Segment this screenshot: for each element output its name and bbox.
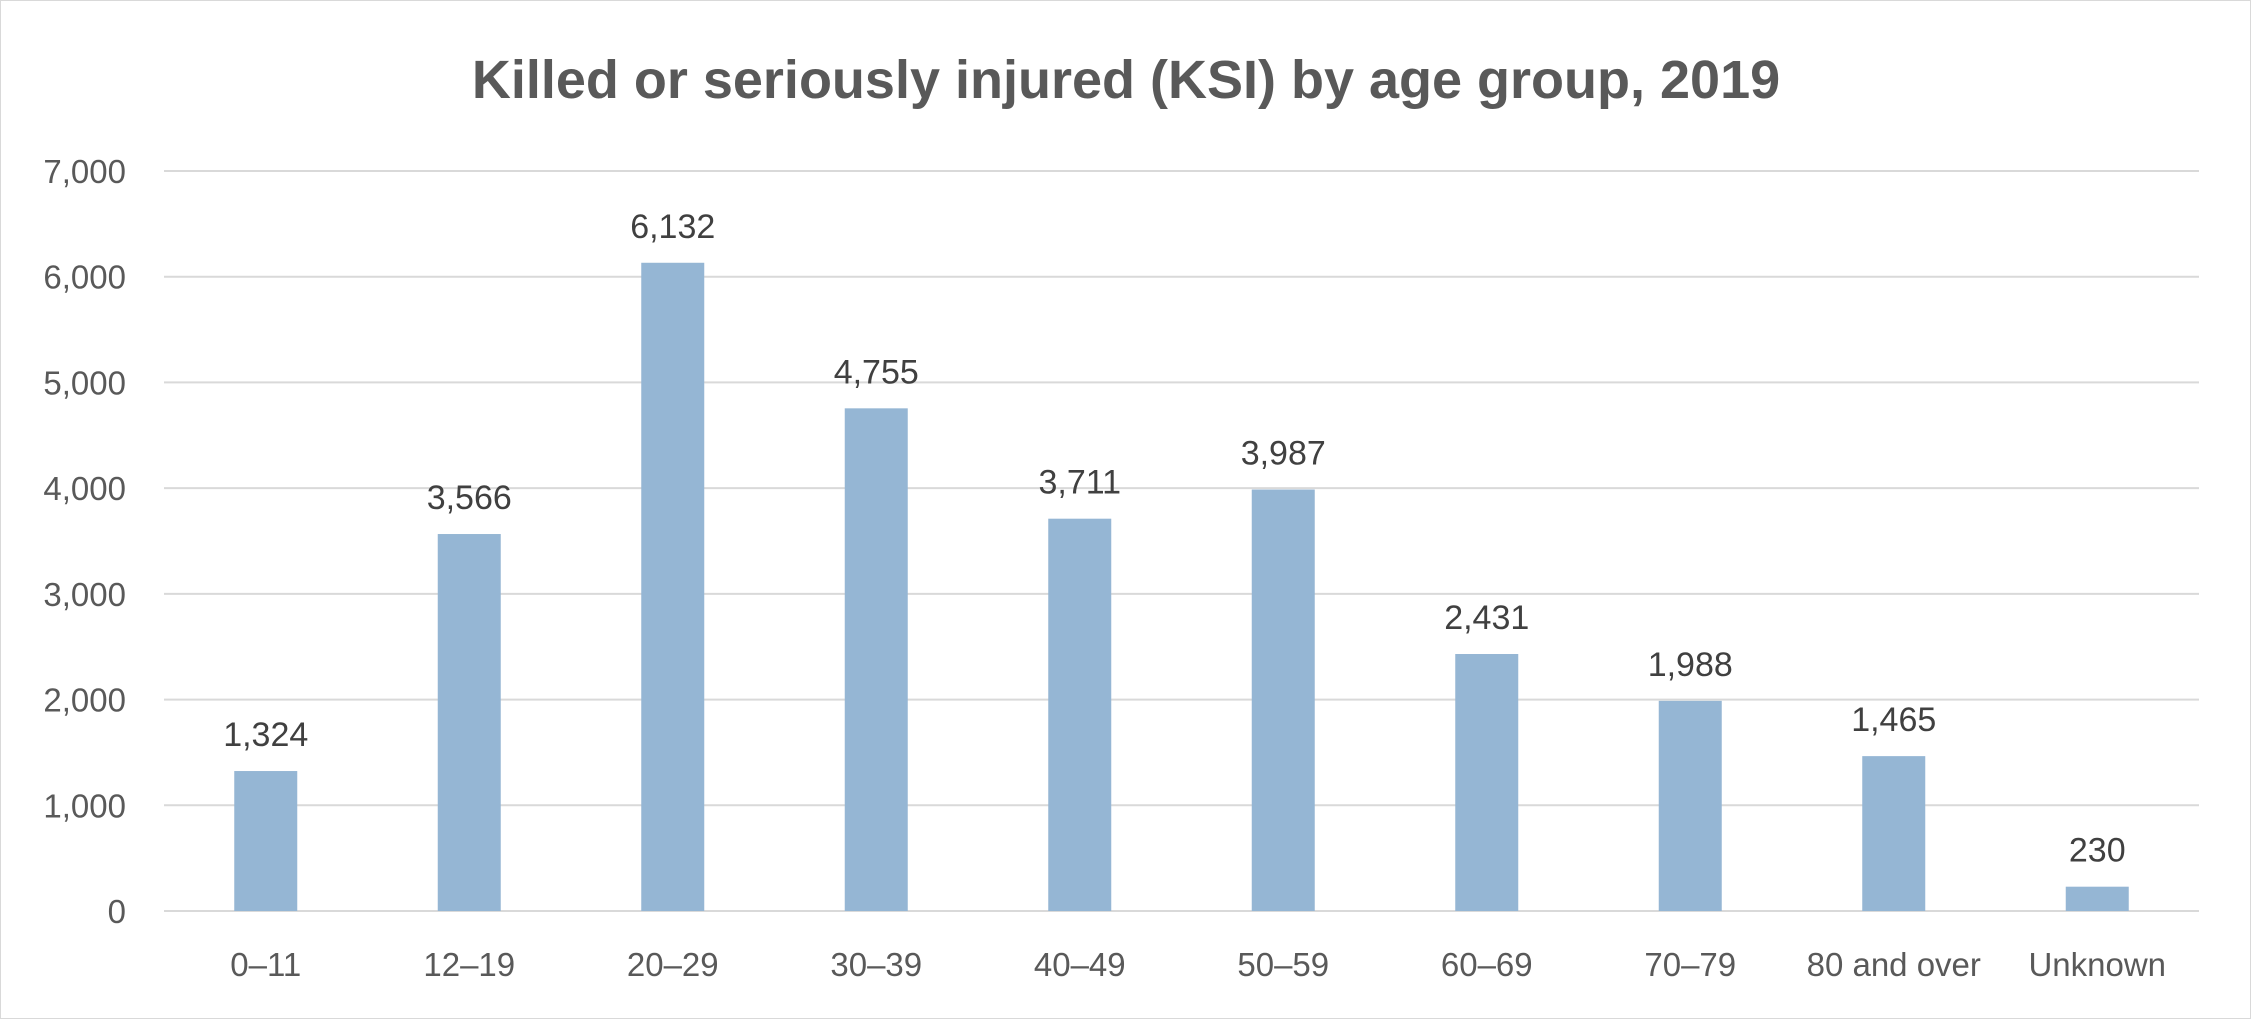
x-tick-label: 50–59 bbox=[1237, 946, 1329, 983]
y-tick-label: 5,000 bbox=[43, 364, 126, 401]
x-tick-label: 70–79 bbox=[1644, 946, 1736, 983]
bars bbox=[234, 262, 2129, 911]
gridlines bbox=[164, 170, 2199, 912]
y-tick-label: 0 bbox=[108, 893, 126, 930]
data-labels: 1,324 3,566 6,132 4,755 3,711 3,987 2,431 1,988… bbox=[223, 208, 2125, 870]
y-tick-label: 6,000 bbox=[43, 259, 126, 296]
data-label: 1,988 bbox=[1648, 646, 1733, 684]
x-tick-label: 20–29 bbox=[627, 946, 719, 983]
data-label: 4,755 bbox=[834, 353, 919, 391]
x-tick-label: 30–39 bbox=[830, 946, 922, 983]
data-label: 2,431 bbox=[1444, 599, 1529, 637]
bar bbox=[1658, 700, 1722, 911]
x-tick-label: 12–19 bbox=[423, 946, 515, 983]
bar bbox=[1455, 654, 1519, 911]
y-tick-label: 7,000 bbox=[43, 153, 126, 190]
y-axis-tick-labels: 0 1,000 2,000 3,000 4,000 5,000 6,000 7,000 bbox=[43, 153, 126, 930]
bar bbox=[234, 771, 298, 911]
data-label: 1,324 bbox=[223, 716, 308, 754]
bar bbox=[437, 534, 501, 911]
y-tick-label: 1,000 bbox=[43, 787, 126, 824]
x-tick-label: 40–49 bbox=[1034, 946, 1126, 983]
chart-title: Killed or seriously injured (KSI) by age… bbox=[472, 50, 1780, 110]
x-tick-label: 60–69 bbox=[1441, 946, 1533, 983]
bar bbox=[2065, 886, 2129, 911]
data-label: 3,711 bbox=[1038, 464, 1121, 502]
x-tick-label: Unknown bbox=[2028, 946, 2166, 983]
bar bbox=[1862, 756, 1926, 911]
data-label: 230 bbox=[2069, 832, 2126, 870]
data-label: 1,465 bbox=[1851, 701, 1936, 739]
x-axis-tick-labels: 0–11 12–19 20–29 30–39 40–49 50–59 60–69 70–79 8… bbox=[230, 946, 2166, 983]
x-tick-label: 80 and over bbox=[1807, 946, 1981, 983]
y-tick-label: 2,000 bbox=[43, 682, 126, 719]
y-tick-label: 4,000 bbox=[43, 470, 126, 507]
bar bbox=[844, 408, 908, 911]
bar bbox=[1251, 489, 1315, 911]
bar bbox=[1048, 518, 1112, 911]
bar bbox=[641, 262, 705, 911]
x-tick-label: 0–11 bbox=[230, 946, 301, 983]
y-tick-label: 3,000 bbox=[43, 576, 126, 613]
data-label: 6,132 bbox=[630, 208, 715, 246]
data-label: 3,566 bbox=[427, 479, 512, 517]
data-label: 3,987 bbox=[1241, 435, 1326, 473]
